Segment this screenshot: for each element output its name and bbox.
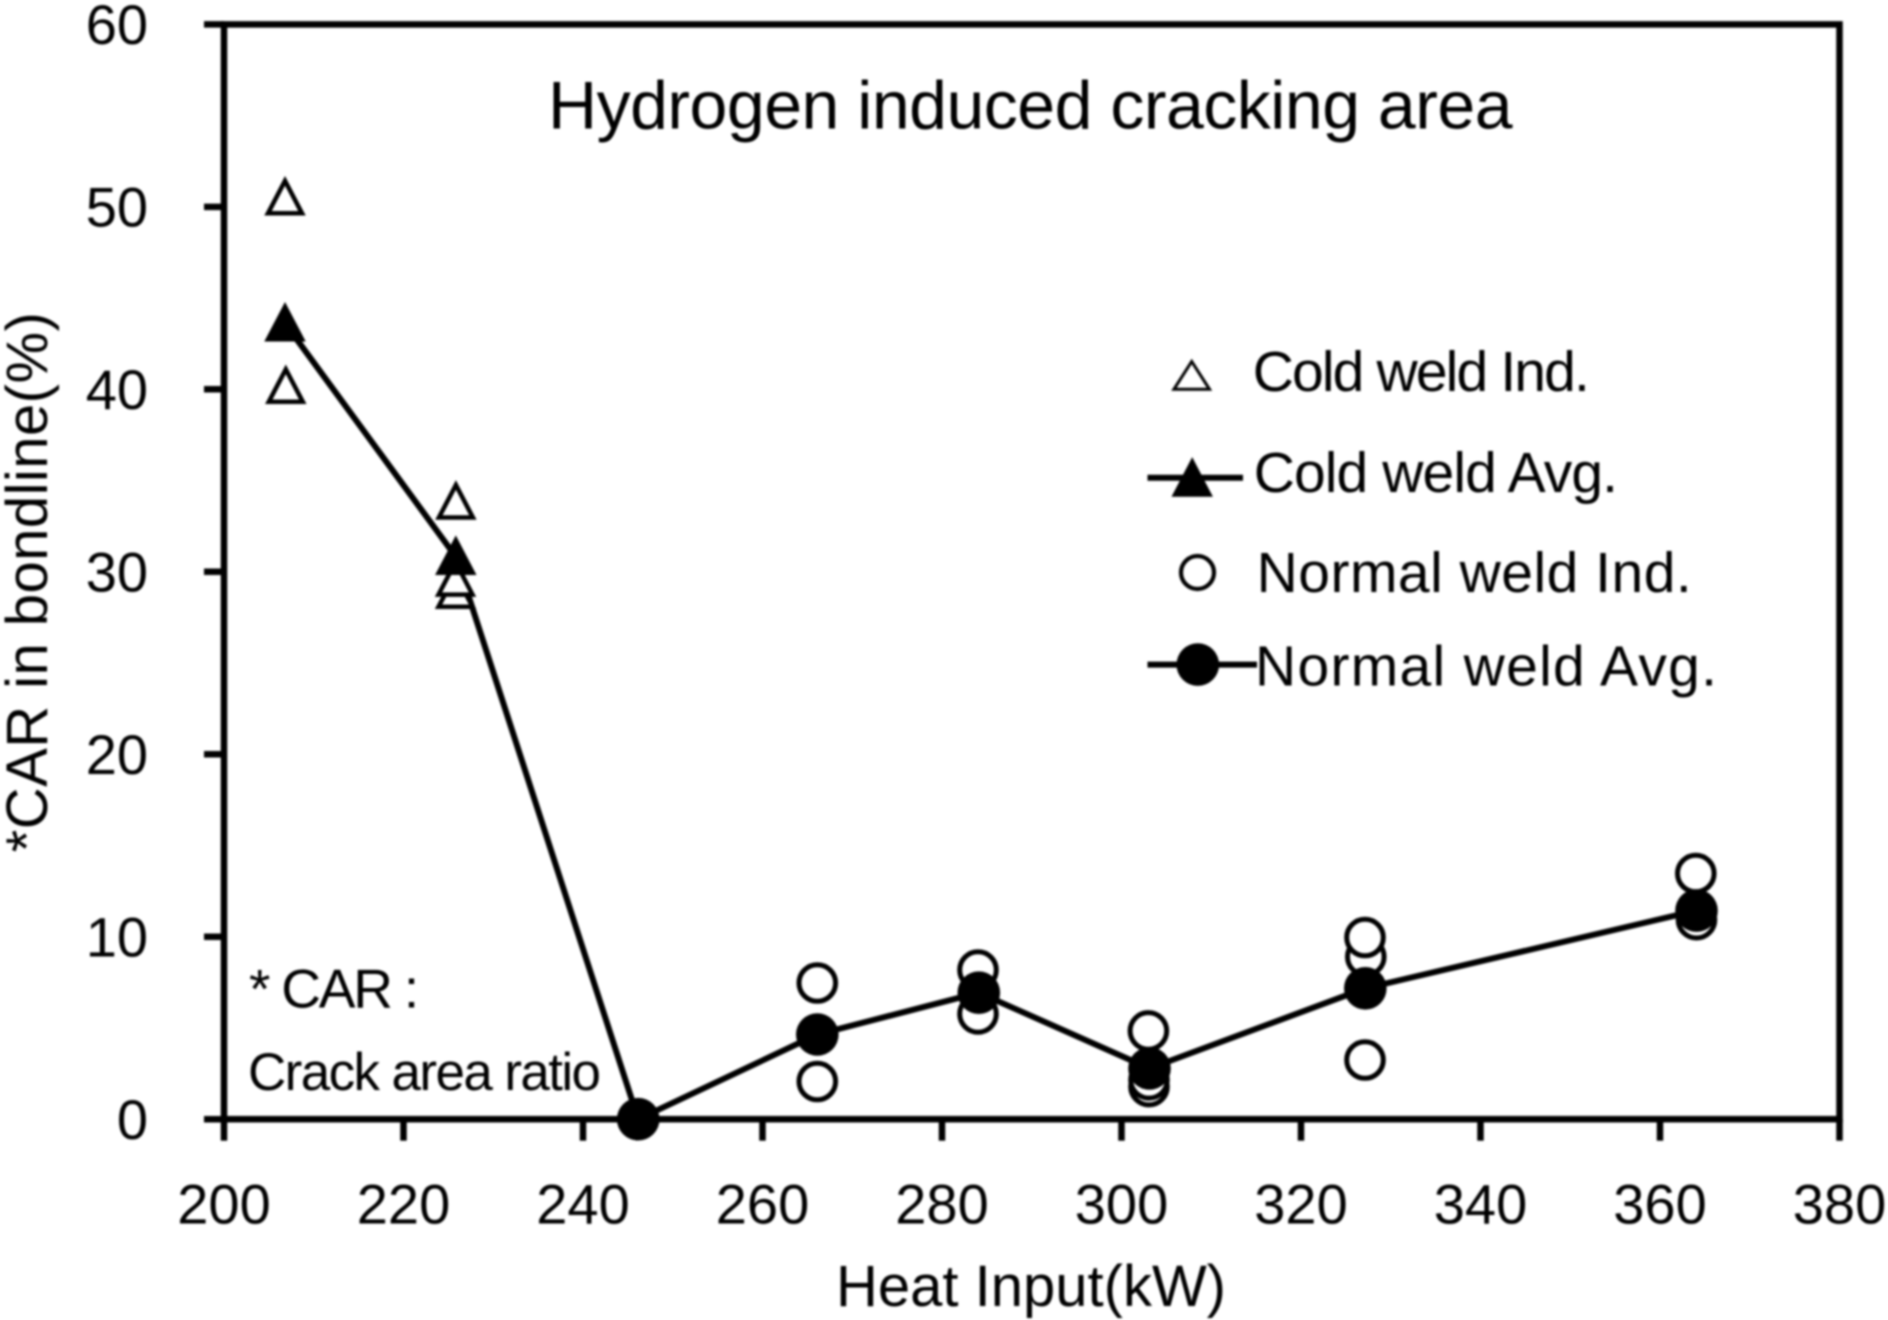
svg-text:60: 60 (86, 0, 148, 56)
svg-text:220: 220 (357, 1173, 450, 1236)
svg-text:*CAR in bondline(%): *CAR in bondline(%) (0, 312, 60, 852)
svg-text:20: 20 (86, 723, 148, 786)
svg-text:0: 0 (117, 1088, 148, 1151)
svg-text:Hydrogen induced cracking area: Hydrogen induced cracking area (548, 68, 1513, 144)
svg-text:280: 280 (895, 1173, 988, 1236)
svg-text:380: 380 (1793, 1173, 1886, 1236)
svg-text:360: 360 (1613, 1173, 1706, 1236)
svg-text:200: 200 (177, 1173, 270, 1236)
svg-text:Normal weld Ind.: Normal weld Ind. (1257, 541, 1693, 605)
svg-text:* CAR :: * CAR : (249, 958, 417, 1020)
svg-text:320: 320 (1254, 1173, 1347, 1236)
svg-text:30: 30 (86, 541, 148, 604)
svg-text:240: 240 (536, 1173, 629, 1236)
svg-text:Normal weld Avg.: Normal weld Avg. (1255, 635, 1718, 699)
svg-text:10: 10 (86, 906, 148, 969)
svg-text:Crack area ratio: Crack area ratio (248, 1043, 600, 1102)
svg-text:Cold weld Avg.: Cold weld Avg. (1254, 441, 1617, 505)
svg-text:Heat Input(kW): Heat Input(kW) (836, 1254, 1226, 1319)
svg-text:40: 40 (86, 358, 148, 421)
svg-text:340: 340 (1434, 1173, 1527, 1236)
svg-text:50: 50 (86, 176, 148, 239)
svg-text:260: 260 (716, 1173, 809, 1236)
svg-text:300: 300 (1075, 1173, 1168, 1236)
svg-text:Cold weld Ind.: Cold weld Ind. (1253, 340, 1588, 404)
